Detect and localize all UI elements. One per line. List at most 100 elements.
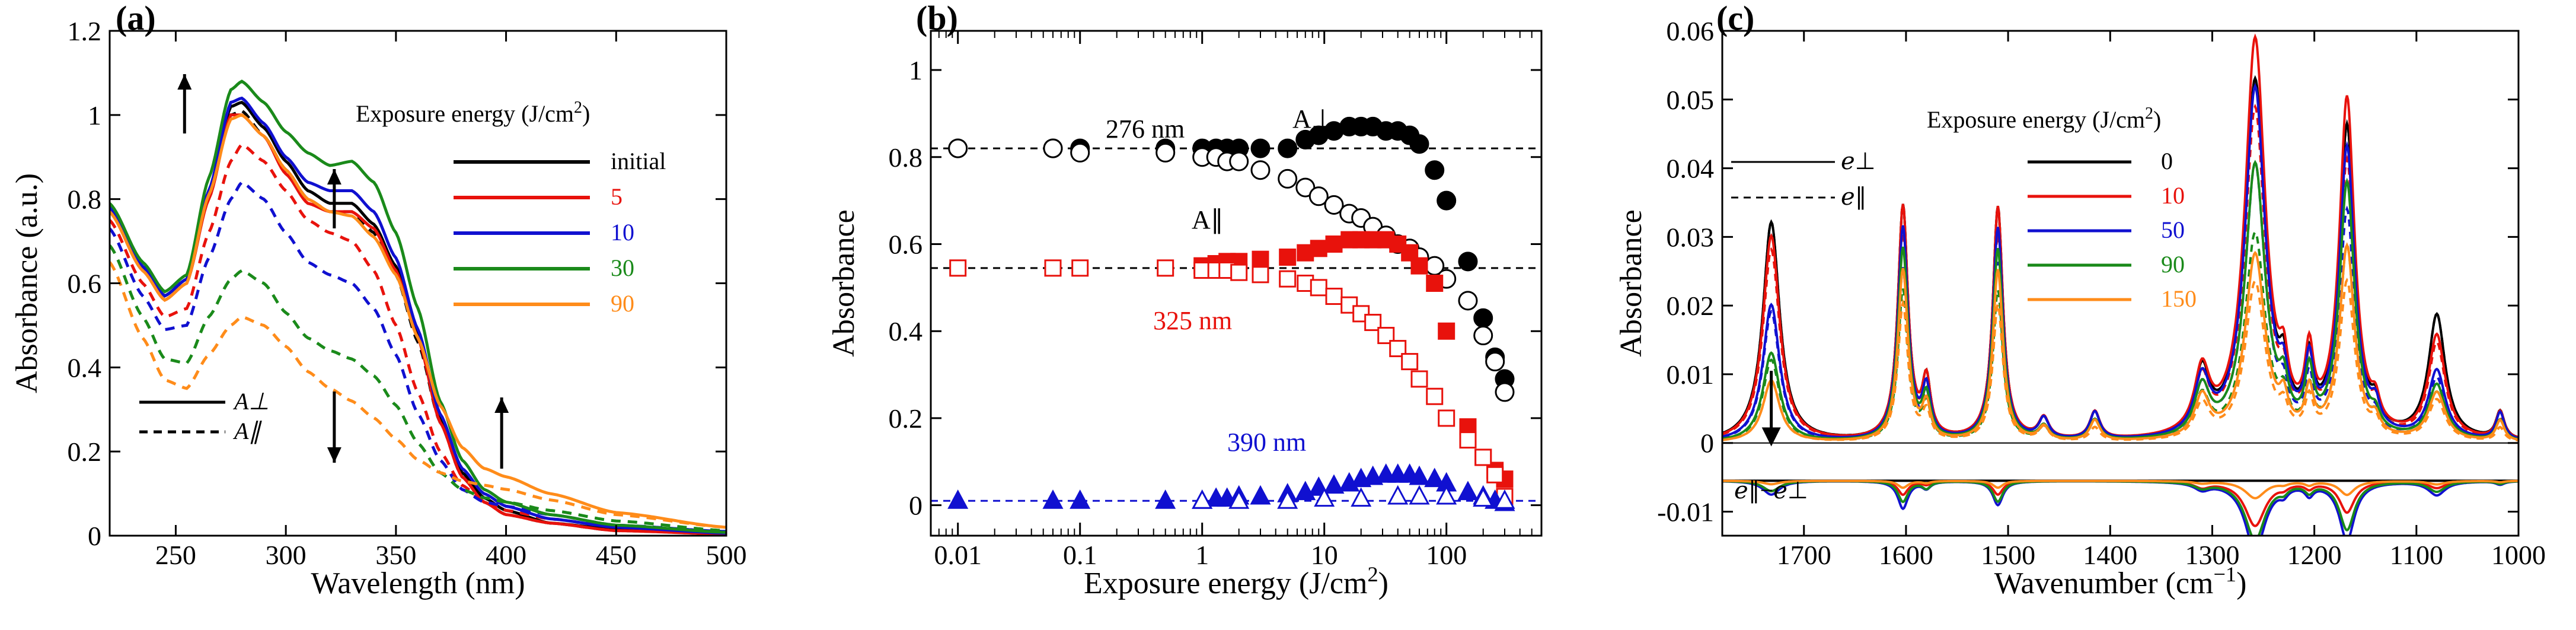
- panel-a-legend-label-5: 5: [611, 183, 623, 210]
- panel-b-frame: [930, 30, 1543, 537]
- panel-a-ytick-label: 1.2: [68, 16, 102, 46]
- panel-a-style-legend-label-0: A⊥: [232, 388, 269, 415]
- panel-a-arrow-up-2-head: [327, 169, 341, 184]
- panel-b-annotation-2: A∥: [1192, 205, 1224, 234]
- panel-c-difference-label: ℯ∥−ℯ⊥: [1734, 477, 1808, 504]
- panel-b-point-square: [1310, 279, 1327, 297]
- panel-b-point-square: [1325, 288, 1343, 306]
- panel-a-legend-title: Exposure energy (J/cm2): [356, 98, 590, 128]
- panel-b-point-triangle: [1351, 487, 1372, 507]
- panel-b-point-triangle: [1314, 487, 1335, 507]
- panel-b-point-circle: [1278, 168, 1298, 189]
- panel-c-ytick-label: 0.04: [1667, 154, 1715, 184]
- panel-c-legend-title: Exposure energy (J/cm2): [1927, 104, 2161, 133]
- panel-b-point-square: [1044, 259, 1062, 277]
- panel-b-ytick-label: 0.6: [889, 229, 923, 259]
- panel-c-arrow-down-head: [1761, 427, 1781, 447]
- panel-b-point-square: [1410, 257, 1428, 275]
- panel-a-line-10-perp: [110, 96, 726, 535]
- panel-b-point-square: [1252, 250, 1269, 268]
- panel-b-point-square: [1426, 387, 1444, 405]
- panel-c-ytick-label: 0.02: [1667, 291, 1715, 321]
- panel-b-point-triangle: [1323, 474, 1345, 494]
- panel-a-line-initial-par: [110, 109, 726, 535]
- panel-a-ytick-label: 0.4: [68, 352, 102, 383]
- panel-a-ytick-label: 1: [88, 100, 101, 131]
- panel-b-point-triangle: [1070, 489, 1091, 509]
- panel-b-point-circle: [1229, 151, 1249, 171]
- panel-c-line-50-perp: [1722, 82, 2518, 440]
- panel-a-legend-label-initial: initial: [611, 148, 666, 174]
- panel-b-point-square: [1438, 409, 1455, 427]
- panel-a-ytick-label: 0.6: [68, 269, 102, 299]
- panel-b-point-square: [1252, 266, 1269, 284]
- panel-a-line-5-perp: [110, 113, 726, 536]
- panel-c-xtick-label: 1100: [2390, 540, 2443, 570]
- panel-c-ytick-label: 0: [1700, 428, 1714, 459]
- panel-b-point-circle: [1458, 252, 1478, 272]
- panel-c-label: (c): [1716, 0, 1754, 37]
- panel-b-point-circle: [1043, 138, 1063, 158]
- panel-c-difference-150: [1722, 479, 2518, 499]
- panel-a-legend-label-10: 10: [611, 219, 634, 246]
- panel-b-annotation-1: A⊥: [1292, 104, 1334, 133]
- panel-c-legend-label-150: 150: [2161, 285, 2197, 312]
- panel-b-xtick-label: 0.01: [934, 540, 982, 570]
- panel-c-ytick-label: -0.01: [1657, 497, 1714, 527]
- panel-b-point-square: [1410, 370, 1428, 388]
- panel-c-style-legend-label-0: ℯ⊥: [1841, 148, 1876, 174]
- panel-b-point-square: [949, 259, 967, 277]
- panel-c-series-group: [1722, 33, 2518, 536]
- panel-b-point-circle: [1495, 382, 1515, 402]
- panel-b-point-triangle: [1473, 487, 1494, 507]
- panel-c-legend-label-0: 0: [2161, 148, 2173, 174]
- panel-c-xtick-label: 1500: [1981, 540, 2035, 570]
- panel-b-point-square: [1310, 240, 1327, 257]
- panel-b-ytick-label: 0.8: [889, 142, 923, 173]
- panel-b-point-circle: [1324, 195, 1344, 215]
- panel-b-point-circle: [1070, 142, 1090, 163]
- panel-a-xtick-label: 400: [486, 540, 526, 570]
- panel-b-point-circle: [1473, 308, 1493, 328]
- panel-a-series-group: [110, 79, 726, 536]
- panel-c-difference-10: [1722, 480, 2518, 527]
- panel-b-point-circle: [1485, 352, 1505, 372]
- panel-b-point-triangle: [1424, 467, 1445, 488]
- panel-b-xtick-label: 100: [1426, 540, 1467, 570]
- panel-c-ytick-label: 0.01: [1667, 359, 1715, 390]
- panel-c-xtick-label: 1000: [2491, 540, 2546, 570]
- panel-c-legend-label-90: 90: [2161, 251, 2185, 278]
- panel-a-arrow-up-3-head: [494, 397, 509, 413]
- panel-b-annotation-0: 276 nm: [1106, 114, 1185, 144]
- panel-c-frame: [1721, 30, 2520, 537]
- panel-b-ytick-label: 0: [909, 491, 922, 521]
- panel-a-arrow-up-1-head: [177, 74, 192, 90]
- panel-b-point-circle: [1250, 138, 1271, 158]
- panel-b-point-circle: [1278, 138, 1298, 158]
- panel-b-point-square: [1438, 322, 1455, 340]
- panel-b-point-square: [1071, 259, 1089, 277]
- panel-b-point-triangle: [1042, 489, 1064, 509]
- panel-b-xtick-label: 10: [1311, 540, 1338, 570]
- panel-b-point-square: [1401, 353, 1419, 371]
- panel-b-point-circle: [1409, 134, 1429, 154]
- panel-b-ytick-label: 1: [909, 55, 922, 85]
- panel-b-point-square: [1279, 248, 1297, 266]
- panel-b-point-triangle: [1387, 485, 1409, 505]
- panel-b-point-triangle: [1409, 465, 1430, 485]
- panel-b-label: (b): [916, 0, 958, 37]
- panel-b-point-square: [1459, 431, 1477, 449]
- panel-b-point-square: [1474, 448, 1492, 466]
- panel-b-annotation-3: 325 nm: [1153, 306, 1232, 335]
- panel-c-xtick-label: 1400: [2083, 540, 2137, 570]
- panel-b-xlabel: Exposure energy (J/cm2): [1084, 562, 1388, 600]
- panel-b-point-triangle: [1277, 489, 1298, 509]
- panel-b-point-circle: [1308, 186, 1329, 206]
- panel-c-line-150-perp: [1722, 242, 2518, 441]
- panel-c-xtick-label: 1200: [2287, 540, 2342, 570]
- panel-b-point-triangle: [1409, 485, 1430, 505]
- panel-a-label: (a): [116, 0, 156, 37]
- panel-a-ylabel: Absorbance (a.u.): [10, 173, 44, 393]
- panel-a-xtick-label: 450: [596, 540, 637, 570]
